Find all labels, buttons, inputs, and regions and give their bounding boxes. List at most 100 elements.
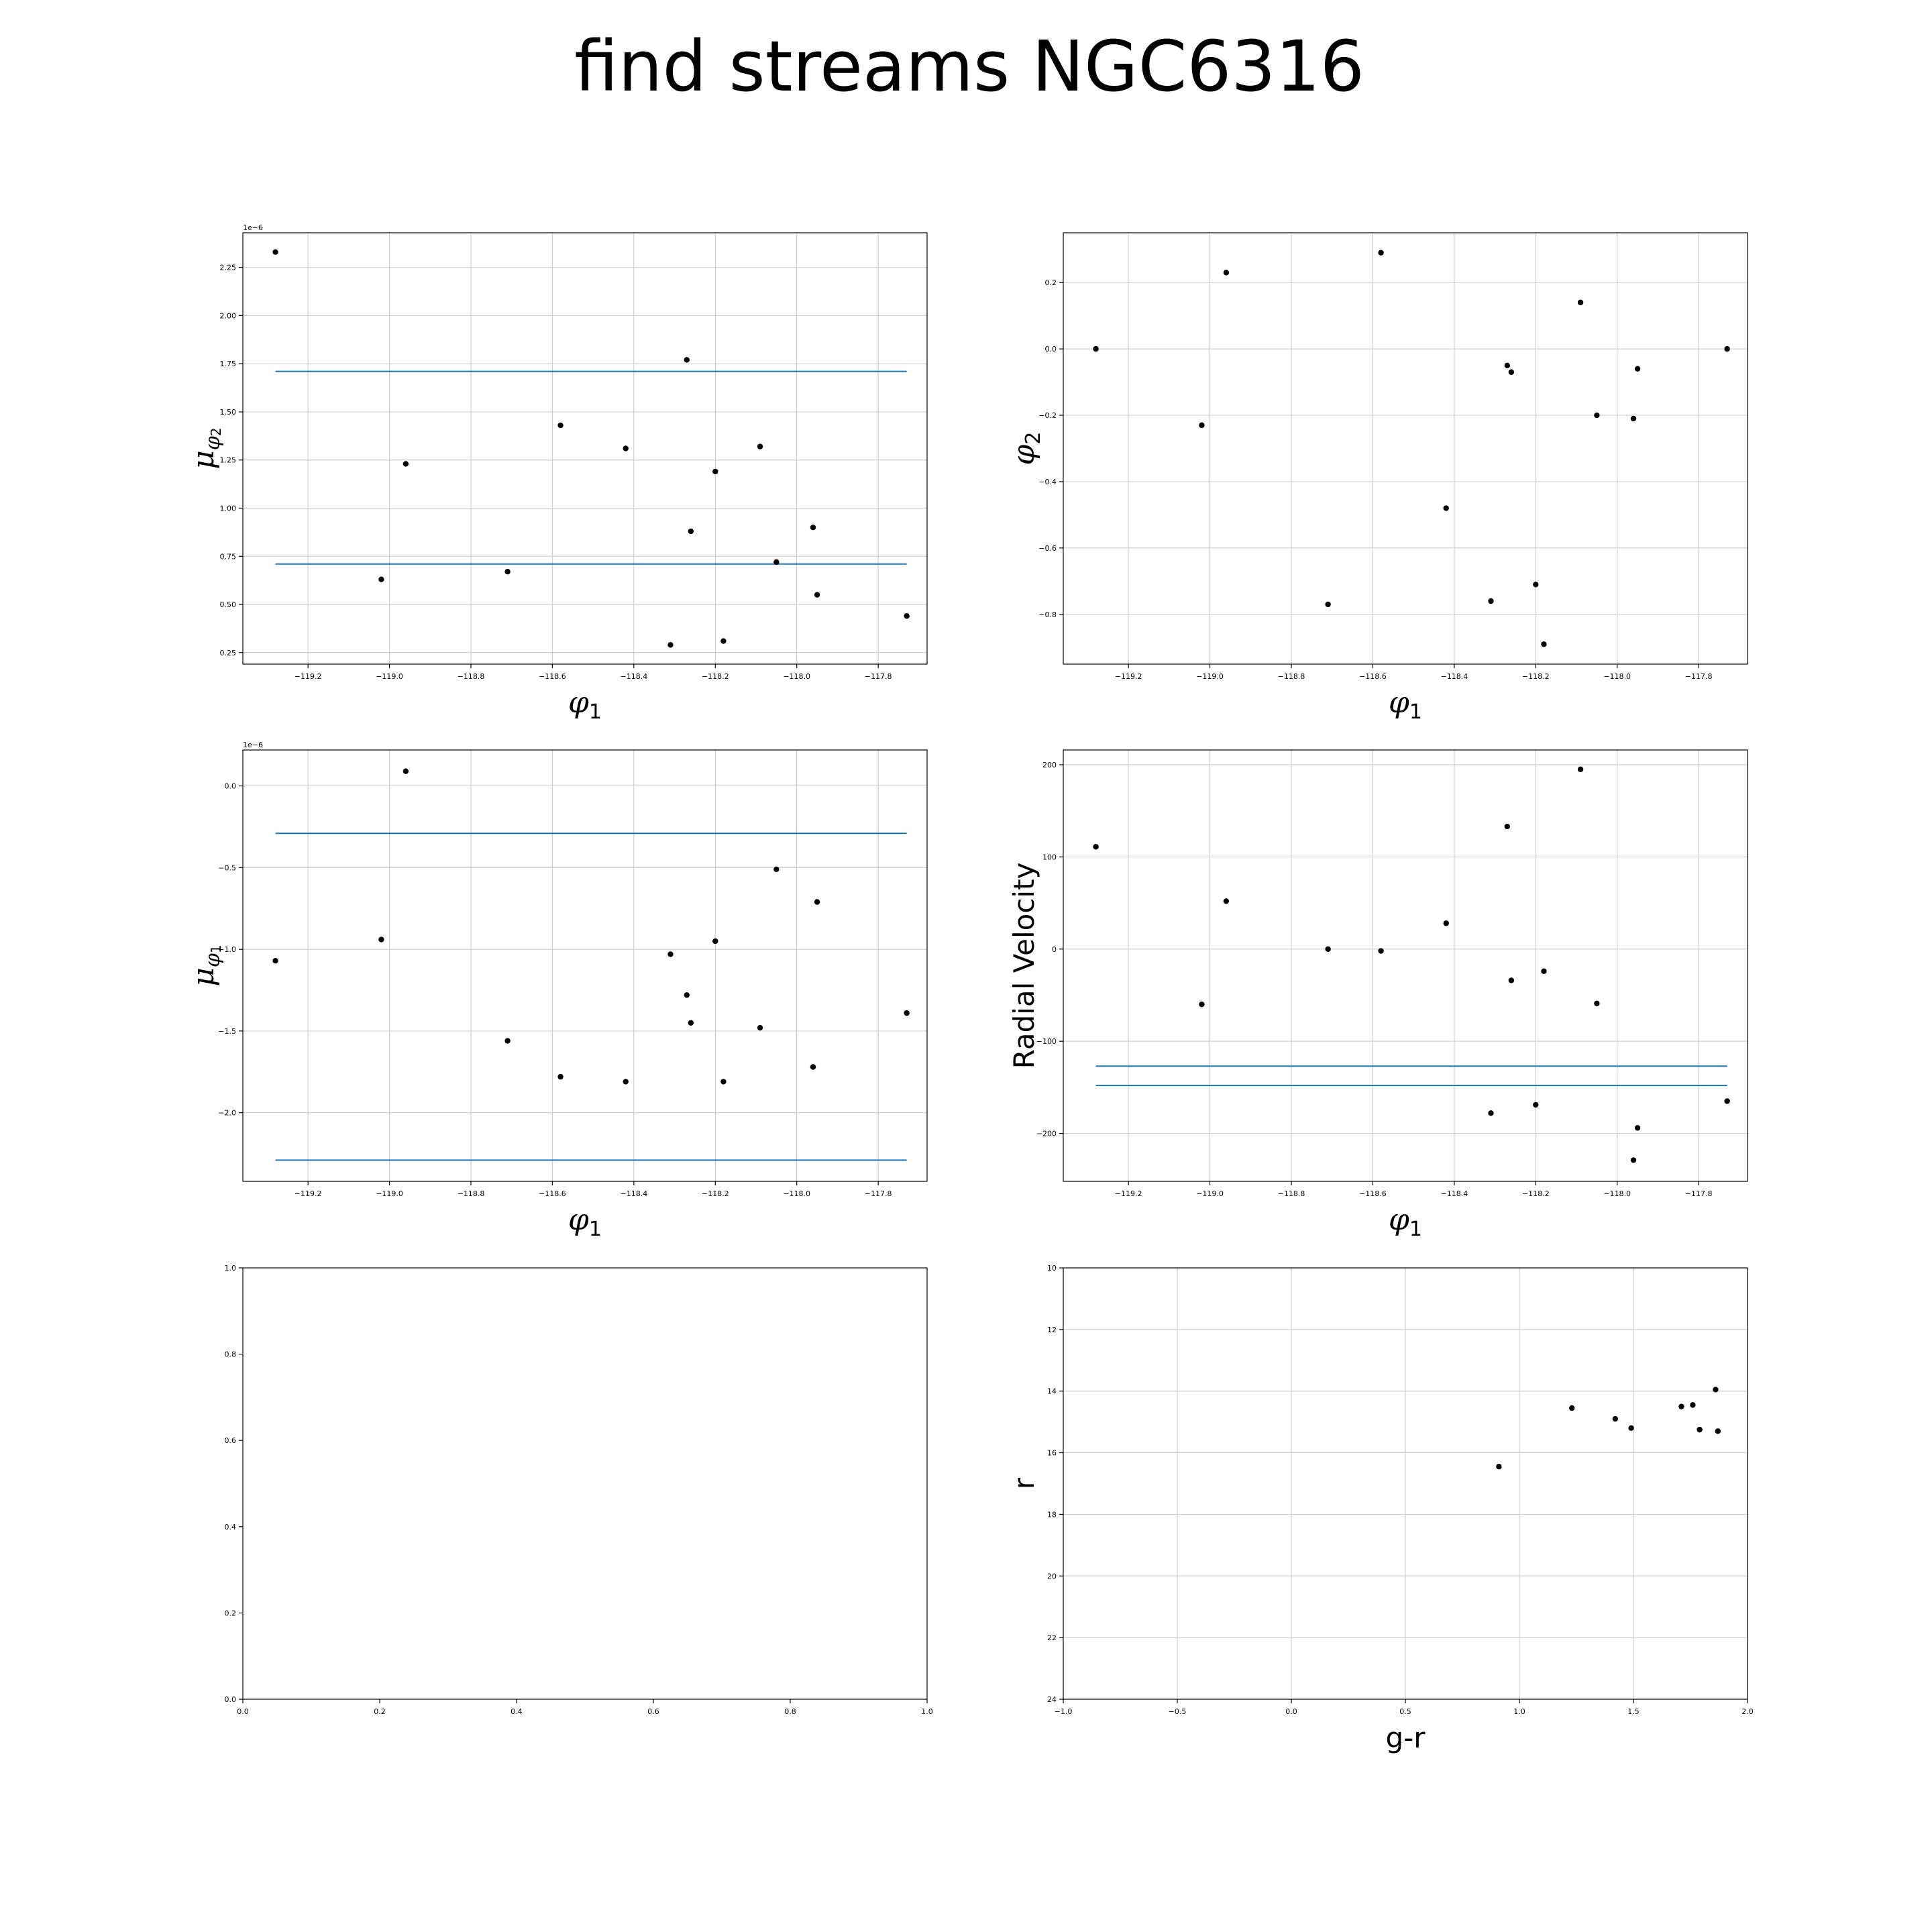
data-point [1093, 844, 1099, 850]
data-point [623, 1079, 629, 1085]
data-point [378, 936, 384, 943]
x-tick-label: −117.8 [865, 1189, 892, 1198]
data-point [720, 1079, 727, 1085]
data-point [810, 524, 816, 531]
y-tick-label: 1.75 [220, 360, 237, 368]
x-axis-label: φ1 [1389, 686, 1422, 724]
x-tick-label: −118.8 [458, 1189, 485, 1198]
y-tick-label: −1.5 [218, 1027, 236, 1036]
data-point [810, 1064, 816, 1070]
x-tick-label: −118.2 [1522, 1189, 1550, 1198]
data-point [1504, 362, 1510, 369]
x-tick-label: −118.6 [1359, 672, 1387, 681]
data-point [378, 576, 384, 582]
y-tick-label: 12 [1047, 1326, 1057, 1334]
data-point [1223, 270, 1230, 276]
y-tick-label: 200 [1042, 761, 1057, 769]
data-point [1630, 1157, 1637, 1163]
y-tick-label: 0.4 [225, 1523, 237, 1532]
y-tick-label: 2.25 [220, 264, 237, 272]
data-point [623, 445, 629, 451]
x-axis-label: φ1 [568, 1203, 602, 1241]
axes-frame [1063, 232, 1748, 665]
x-tick-label: −118.0 [783, 672, 810, 681]
y-tick-label: 0.0 [225, 782, 237, 791]
x-tick-label: 0.6 [647, 1707, 659, 1716]
x-tick-label: −118.8 [1278, 1189, 1305, 1198]
y-tick-label: 0.2 [1045, 278, 1057, 287]
x-tick-label: −117.8 [865, 672, 892, 681]
y-tick-label: −2.0 [218, 1109, 236, 1118]
x-tick-label: −118.2 [1522, 672, 1550, 681]
x-tick-label: 1.0 [1513, 1707, 1525, 1716]
y-tick-label: 18 [1047, 1510, 1057, 1519]
data-point [712, 938, 718, 945]
data-point [1715, 1428, 1721, 1434]
y-tick-label: 0.75 [220, 552, 237, 561]
data-point [684, 357, 690, 363]
data-point [1325, 946, 1331, 952]
x-tick-label: −118.4 [620, 672, 647, 681]
x-tick-label: 0.0 [237, 1707, 249, 1716]
x-axis-label: φ1 [568, 686, 602, 724]
y-tick-label: 24 [1047, 1695, 1057, 1704]
y-tick-label: −1.0 [218, 945, 236, 954]
x-tick-label: −118.8 [458, 672, 485, 681]
axes-frame [242, 232, 928, 665]
y-offset-text: 1e−6 [243, 741, 263, 749]
x-tick-label: −118.2 [702, 1189, 729, 1198]
x-tick-label: −119.0 [1196, 672, 1224, 681]
y-tick-label: 22 [1047, 1633, 1057, 1642]
data-point [1199, 1002, 1205, 1008]
data-point [1488, 598, 1494, 604]
x-tick-label: −118.4 [1440, 1189, 1468, 1198]
data-point [272, 249, 278, 255]
data-point [1496, 1464, 1502, 1470]
y-tick-label: 0.6 [225, 1436, 237, 1445]
x-tick-label: −119.2 [294, 1189, 322, 1198]
x-tick-label: −0.5 [1169, 1707, 1187, 1716]
data-point [1443, 505, 1449, 511]
data-point [712, 468, 718, 475]
data-point [1533, 582, 1539, 588]
y-tick-label: 100 [1042, 853, 1057, 861]
x-tick-label: −119.2 [294, 672, 322, 681]
x-tick-label: 1.0 [921, 1707, 933, 1716]
x-tick-label: −119.0 [376, 1189, 403, 1198]
y-tick-label: 0.50 [220, 600, 237, 609]
y-axis-label: r [1008, 1477, 1040, 1489]
y-tick-label: 16 [1047, 1449, 1057, 1458]
data-point [720, 638, 727, 644]
x-tick-label: −118.0 [1603, 1189, 1631, 1198]
data-point [757, 443, 763, 449]
x-tick-label: −119.2 [1115, 672, 1142, 681]
y-tick-label: 10 [1047, 1264, 1057, 1273]
x-tick-label: −118.8 [1278, 672, 1305, 681]
x-tick-label: −119.0 [376, 672, 403, 681]
y-axis-label: φ2 [1007, 432, 1045, 466]
y-tick-label: −100 [1036, 1037, 1057, 1046]
x-tick-label: 0.8 [784, 1707, 796, 1716]
x-tick-label: −118.2 [702, 672, 729, 681]
data-point [1690, 1402, 1696, 1408]
y-tick-label: −0.5 [218, 863, 236, 872]
data-point [1594, 412, 1600, 419]
x-tick-label: −118.4 [1440, 672, 1468, 681]
x-tick-label: 0.0 [1285, 1707, 1297, 1716]
y-offset-text: 1e−6 [243, 223, 263, 232]
panel-cmd: −1.0 −0.5 0.0 0.5 1.0 1.5 2.0 10 12 14 16 18 20 22 24 g… [1008, 1264, 1754, 1754]
data-point [504, 1038, 511, 1044]
y-tick-label: 2.00 [220, 311, 237, 320]
axes-frame [1063, 749, 1748, 1182]
data-point [1378, 948, 1384, 954]
data-point [1508, 369, 1515, 375]
data-point [688, 1020, 694, 1026]
data-point [814, 899, 820, 905]
data-point [814, 592, 820, 598]
axes-frame [242, 1267, 928, 1700]
y-tick-label: 1.50 [220, 408, 237, 417]
panel-phi2: −119.2 −119.0 −118.8 −118.6 −118.4 −118.2 −118… [1007, 232, 1748, 724]
x-tick-label: −1.0 [1055, 1707, 1073, 1716]
panel-empty: 0.0 0.2 0.4 0.6 0.8 1.0 0.0 0.2 0.4 0.6 0.8 1.0 [225, 1264, 933, 1716]
y-tick-label: 0.25 [220, 649, 237, 657]
